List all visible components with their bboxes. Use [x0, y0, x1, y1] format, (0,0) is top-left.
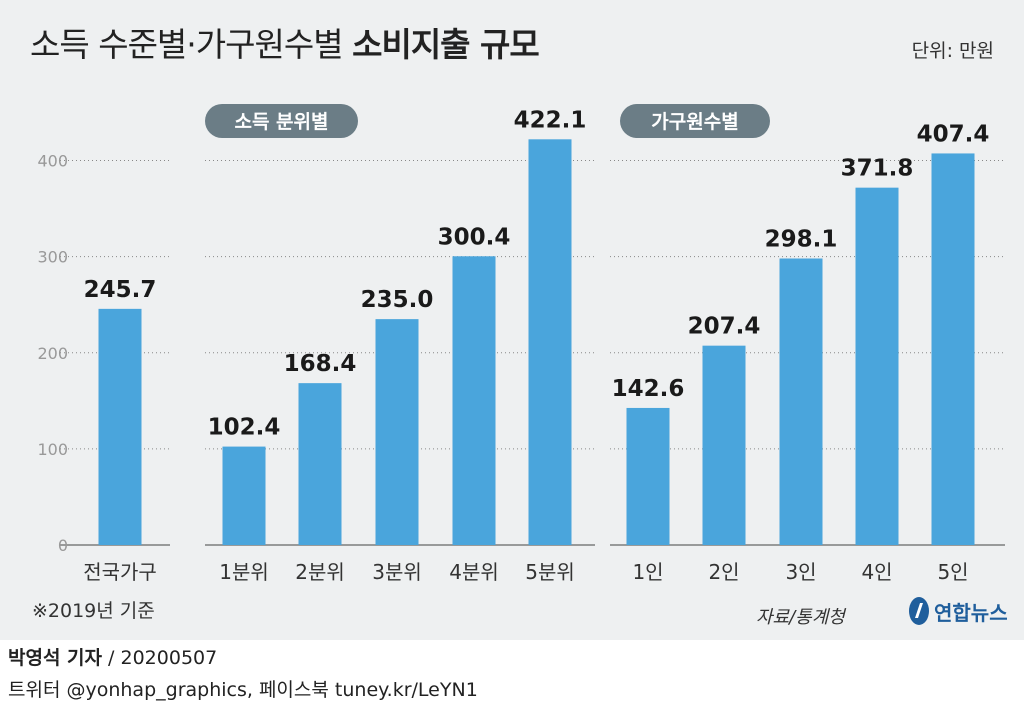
value-label: 142.6	[612, 376, 685, 402]
category-label: 5분위	[525, 560, 575, 584]
chart-panel	[0, 0, 1024, 640]
value-label: 298.1	[765, 226, 838, 252]
y-tick-label: 0	[58, 536, 68, 555]
category-label: 4분위	[449, 560, 499, 584]
bar	[298, 383, 342, 545]
category-label: 전국가구	[83, 560, 157, 584]
value-label: 207.4	[688, 314, 761, 340]
group-label: 소득 분위별	[234, 111, 328, 133]
unit-label: 단위: 만원	[911, 40, 994, 62]
base-year-note: ※2019년 기준	[32, 600, 155, 622]
y-tick-label: 200	[37, 344, 68, 363]
category-label: 3인	[785, 560, 816, 584]
byline: 박영석 기자 / 20200507	[8, 643, 217, 670]
category-label: 5인	[937, 560, 968, 584]
bar	[779, 258, 823, 545]
category-label: 3분위	[372, 560, 422, 584]
value-label: 371.8	[841, 156, 914, 182]
y-tick-label: 100	[37, 440, 68, 459]
value-label: 422.1	[514, 107, 587, 133]
chart-title: 소득 수준별·가구원수별 소비지출 규모	[30, 18, 540, 66]
value-label: 407.4	[917, 121, 990, 147]
y-tick-label: 300	[37, 248, 68, 267]
byline-date: 20200507	[120, 647, 218, 669]
bar	[702, 345, 746, 545]
yonhap-logo: 연합뉴스	[908, 596, 1008, 626]
value-label: 245.7	[84, 277, 157, 303]
category-label: 2분위	[295, 560, 345, 584]
value-label: 168.4	[284, 351, 357, 377]
value-label: 235.0	[361, 287, 434, 313]
reporter-name: 박영석 기자	[8, 647, 103, 669]
group-pill	[620, 104, 770, 138]
bar	[222, 446, 266, 545]
bar	[626, 407, 670, 545]
bar	[375, 319, 419, 545]
byline-separator: /	[102, 647, 121, 669]
category-label: 2인	[708, 560, 739, 584]
bar	[855, 187, 899, 546]
y-tick-label: 400	[37, 152, 68, 171]
category-label: 1인	[632, 560, 663, 584]
value-label: 102.4	[208, 415, 281, 441]
bar	[931, 153, 975, 545]
yonhap-logo-icon	[909, 597, 929, 625]
title-light: 소득 수준별·가구원수별	[30, 25, 344, 64]
bar	[528, 139, 572, 545]
category-label: 4인	[861, 560, 892, 584]
logo-text: 연합뉴스	[934, 600, 1008, 625]
source-label: 자료/통계청	[756, 607, 845, 628]
group-pill	[205, 104, 358, 138]
bar	[98, 308, 142, 545]
bar-chart: 0 100 200 300 400 245.7 전국가구 102.4 1분위 168.4 2분위 23…	[37, 104, 1005, 584]
group-label: 가구원수별	[651, 111, 738, 133]
category-label: 1분위	[219, 560, 269, 584]
social-links: 트위터 @yonhap_graphics, 페이스북 tuney.kr/LeYN…	[8, 679, 478, 701]
bar	[452, 256, 496, 545]
title-bold: 소비지출 규모	[352, 25, 540, 64]
value-label: 300.4	[438, 224, 511, 250]
